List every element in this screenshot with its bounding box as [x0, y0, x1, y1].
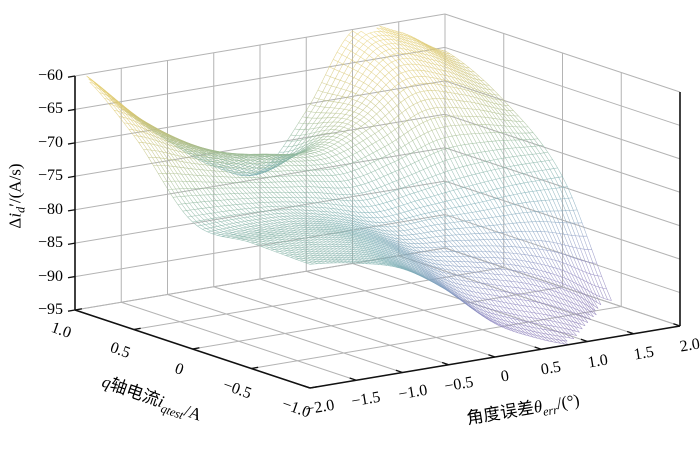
z-tick-label: −95	[37, 301, 63, 318]
z-axis-label: Δid′/(A/s)	[5, 163, 28, 228]
z-tick-label: −65	[37, 100, 63, 118]
z-label-unit: ′/(A/s)	[5, 163, 25, 207]
x-tick-label: 1.5	[632, 343, 655, 364]
z-tick-label: −80	[37, 200, 63, 218]
x-tick-label: 0.5	[539, 358, 563, 379]
z-tick-label: −60	[37, 67, 63, 84]
x-tick-label: 2.0	[678, 335, 700, 356]
z-label-var: i	[5, 212, 25, 218]
z-label-sub: d	[13, 206, 28, 213]
x-tick-label: 1.0	[586, 350, 609, 372]
z-tick-label: −70	[37, 133, 63, 151]
z-label-delta: Δ	[5, 217, 25, 229]
z-tick-label: −85	[37, 234, 63, 252]
x-label-unit: /(°)	[555, 390, 581, 414]
z-tick-label: −75	[37, 167, 63, 185]
z-tick-label: −90	[37, 267, 63, 285]
